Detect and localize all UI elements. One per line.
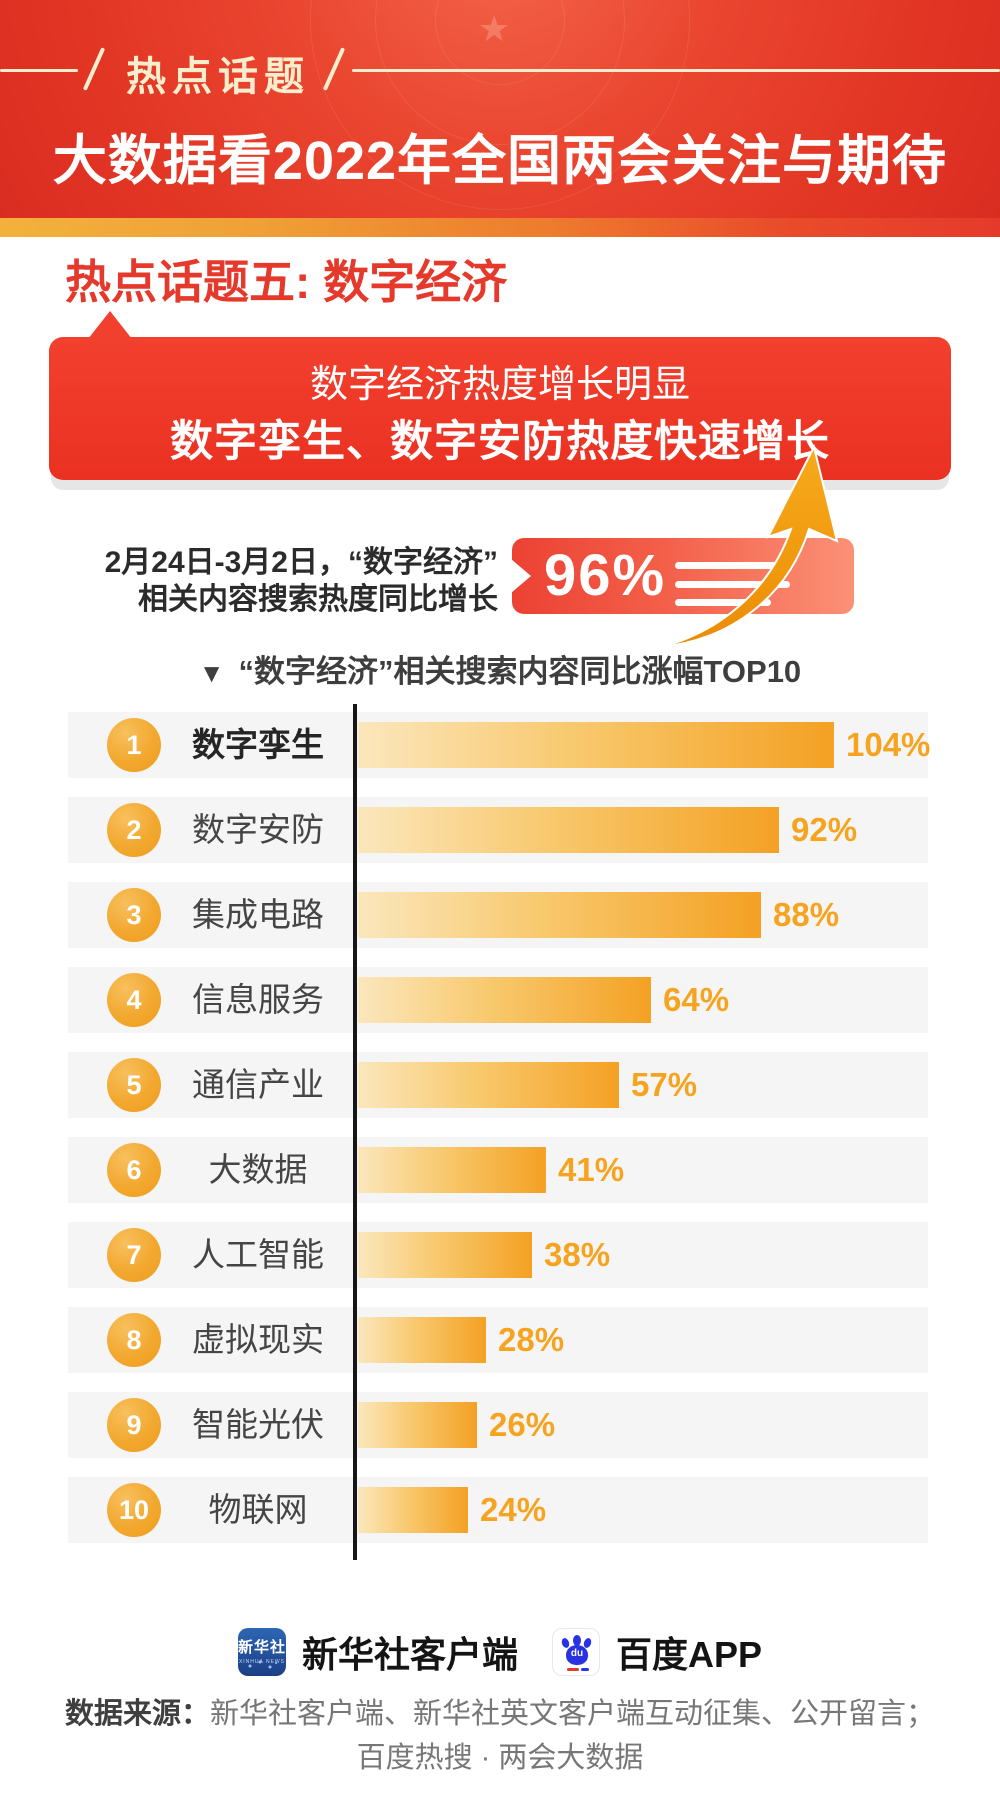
category-label: 大数据 xyxy=(208,1151,308,1188)
chart-title-text: “数字经济”相关搜索内容同比涨幅TOP10 xyxy=(238,654,802,689)
rank-badge: 3 xyxy=(107,888,161,942)
source-line1: 新华社客户端、新华社英文客户端互动征集、公开留言； xyxy=(210,1698,936,1730)
rank-badge: 5 xyxy=(107,1058,161,1112)
baidu-app-label: 百度APP xyxy=(615,1634,763,1675)
chart-row: 6 大数据 41% xyxy=(68,1137,928,1203)
rank-badge: 2 xyxy=(107,803,161,857)
xinhua-icon-text: 新华社 xyxy=(237,1639,286,1656)
star-icon: ★ xyxy=(478,8,511,49)
chart-row: 10 物联网 24% xyxy=(68,1477,928,1543)
category-label: 数字安防 xyxy=(192,811,324,848)
data-source: 数据来源：新华社客户端、新华社英文客户端互动征集、公开留言； 百度热搜 · 两会… xyxy=(0,1692,1000,1780)
paw-toe-icon xyxy=(572,1635,581,1646)
speed-line-icon xyxy=(675,562,790,569)
chart-axis-line xyxy=(353,704,357,1560)
callout-line2: 数字孪生、数字安防热度快速增长 xyxy=(170,418,830,466)
page-title: 大数据看2022年全国两会关注与期待 xyxy=(52,131,948,191)
stat-desc-line2: 相关内容搜索热度同比增长 xyxy=(138,583,498,616)
chart-row: 1 数字孪生 104% xyxy=(68,712,931,778)
value-bar xyxy=(358,1062,619,1108)
rank-badge: 6 xyxy=(107,1143,161,1197)
category-label: 信息服务 xyxy=(192,981,324,1018)
category-label: 智能光伏 xyxy=(192,1406,324,1443)
value-bar xyxy=(358,1232,532,1278)
value-bar xyxy=(358,977,651,1023)
category-label: 数字孪生 xyxy=(192,726,324,763)
value-label: 92% xyxy=(791,811,858,848)
slash-icon xyxy=(82,47,106,91)
category-label: 物联网 xyxy=(208,1491,308,1528)
xinhua-app-label: 新华社客户端 xyxy=(301,1634,518,1675)
value-label: 64% xyxy=(663,981,730,1018)
chart-row: 3 集成电路 88% xyxy=(68,882,928,948)
value-label: 38% xyxy=(544,1236,611,1273)
value-bar xyxy=(358,1402,477,1448)
source-label: 数据来源： xyxy=(64,1698,210,1730)
value-label: 104% xyxy=(846,726,931,763)
callout-line1: 数字经济热度增长明显 xyxy=(309,364,690,406)
value-bar xyxy=(358,722,834,768)
stat-value-badge: 96% xyxy=(511,538,854,614)
footer-logos: 新华社 XINHUA NEWS 新华社客户端 du 百度APP xyxy=(0,1620,1000,1684)
header-banner: ★ 热点话题 大数据看2022年全国两会关注与期待 xyxy=(0,0,1000,218)
badge-line-right xyxy=(352,69,1000,72)
value-label: 57% xyxy=(631,1066,698,1103)
chart-row: 2 数字安防 92% xyxy=(68,797,928,863)
chart-row: 4 信息服务 64% xyxy=(68,967,928,1033)
constellation-dots-icon xyxy=(245,1660,278,1670)
category-label: 虚拟现实 xyxy=(192,1321,324,1358)
chart-row: 8 虚拟现实 28% xyxy=(68,1307,928,1373)
category-label: 集成电路 xyxy=(192,896,324,933)
accent-stripe xyxy=(0,218,1000,237)
rank-badge: 9 xyxy=(107,1398,161,1452)
baidu-du-text: du xyxy=(570,1648,584,1659)
rank-badge: 4 xyxy=(107,973,161,1027)
value-label: 41% xyxy=(558,1151,625,1188)
value-label: 88% xyxy=(773,896,840,933)
chart-row: 5 通信产业 57% xyxy=(68,1052,928,1118)
baidu-blue-bar xyxy=(580,1668,589,1671)
paw-palm-icon xyxy=(565,1645,588,1665)
baidu-logo-icon: du xyxy=(551,1628,600,1676)
badge-line-left xyxy=(0,69,78,72)
header-badge: 热点话题 xyxy=(126,55,310,99)
triangle-down-icon: ▼ xyxy=(198,658,225,688)
rank-badge: 10 xyxy=(107,1483,161,1537)
value-label: 28% xyxy=(498,1321,565,1358)
rank-badge: 8 xyxy=(107,1313,161,1367)
speed-line-icon xyxy=(675,599,771,606)
source-line2: 百度热搜 · 两会大数据 xyxy=(356,1742,644,1774)
value-bar xyxy=(358,1147,546,1193)
value-bar xyxy=(358,1317,486,1363)
rank-badge: 1 xyxy=(107,718,161,772)
chart-title: ▼ “数字经济”相关搜索内容同比涨幅TOP10 xyxy=(0,646,1000,691)
value-bar xyxy=(358,807,779,853)
stat-description: 2月24日-3月2日，“数字经济” 相关内容搜索热度同比增长 xyxy=(60,544,498,618)
xinhua-logo-icon: 新华社 XINHUA NEWS xyxy=(237,1628,286,1676)
stat-desc-line1: 2月24日-3月2日，“数字经济” xyxy=(104,546,498,579)
value-bar xyxy=(358,1487,468,1533)
value-label: 24% xyxy=(480,1491,547,1528)
chart-row: 9 智能光伏 26% xyxy=(68,1392,928,1458)
badge-notch xyxy=(511,559,531,593)
callout-banner: 数字经济热度增长明显 数字孪生、数字安防热度快速增长 xyxy=(49,311,951,480)
stat-value: 96% xyxy=(544,543,667,608)
speed-line-icon xyxy=(675,581,790,588)
value-bar xyxy=(358,892,761,938)
baidu-red-bar xyxy=(566,1668,579,1671)
value-label: 26% xyxy=(489,1406,556,1443)
rank-badge: 7 xyxy=(107,1228,161,1282)
category-label: 人工智能 xyxy=(192,1236,324,1273)
section-heading: 热点话题五: 数字经济 xyxy=(65,256,508,308)
category-label: 通信产业 xyxy=(192,1066,324,1103)
growth-arrow-icon xyxy=(660,444,839,648)
chart-row: 7 人工智能 38% xyxy=(68,1222,928,1288)
